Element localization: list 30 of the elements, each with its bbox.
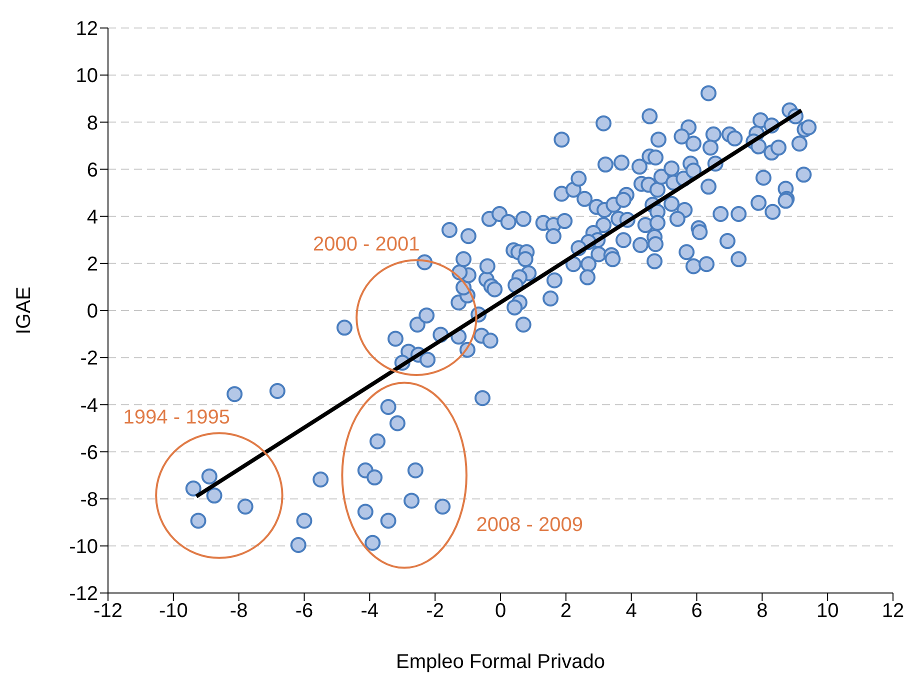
x-tick-label: -8: [230, 600, 248, 622]
y-tick-label: 10: [76, 65, 98, 88]
y-tick-label: 0: [86, 300, 98, 323]
y-axis-title: IGAE: [13, 286, 36, 334]
x-tick-label: -6: [295, 600, 314, 622]
y-tick-label: 6: [86, 159, 98, 182]
annotation: 2000 - 2001: [313, 233, 420, 256]
y-tick-label: -4: [80, 394, 98, 417]
x-tick-label: 0: [494, 600, 506, 622]
x-tick-label: -10: [158, 600, 188, 622]
y-tick-label: 2: [86, 254, 98, 276]
x-tick-label: 2: [560, 600, 572, 622]
x-tick-label: -2: [426, 600, 444, 622]
annotation: 1994 - 1995: [123, 406, 230, 428]
x-tick-label: 10: [816, 600, 839, 622]
x-tick-label: 6: [691, 600, 702, 622]
x-tick-label: -4: [360, 600, 379, 622]
y-tick-label: -12: [69, 583, 98, 606]
annotation: 2008 - 2009: [476, 514, 583, 536]
y-tick-label: -8: [80, 488, 98, 511]
y-tick-label: 12: [76, 18, 98, 40]
x-tick-label: 12: [882, 600, 904, 622]
x-tick-label: 4: [626, 600, 637, 622]
x-axis-title: Empleo Formal Privado: [396, 651, 605, 673]
y-tick-label: -2: [80, 348, 98, 370]
y-tick-label: 8: [86, 112, 98, 134]
y-tick-label: -6: [80, 442, 98, 464]
y-tick-label: -10: [69, 536, 98, 558]
y-tick-label: 4: [86, 206, 98, 228]
x-tick-label: 8: [756, 600, 768, 622]
